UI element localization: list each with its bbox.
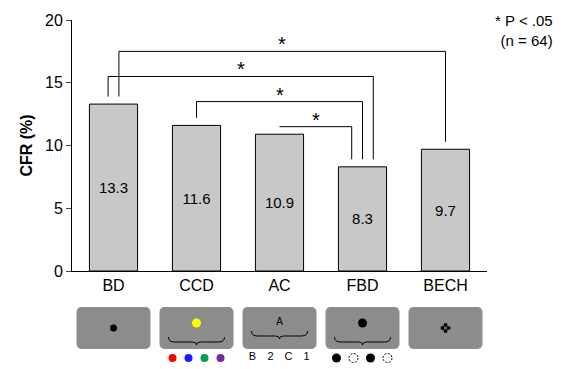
svg-text:9.7: 9.7 [435, 202, 456, 219]
svg-text:B: B [249, 350, 256, 362]
svg-text:A: A [276, 316, 283, 327]
svg-text:10: 10 [45, 137, 63, 154]
svg-text:*: * [276, 84, 284, 106]
svg-text:CCD: CCD [179, 277, 214, 294]
svg-text:8.3: 8.3 [352, 210, 373, 227]
svg-text:CFR (%): CFR (%) [18, 114, 35, 176]
svg-text:0: 0 [54, 263, 63, 280]
svg-text:2: 2 [267, 350, 273, 362]
svg-text:11.6: 11.6 [182, 190, 210, 207]
svg-text:*: * [312, 109, 320, 131]
svg-text:*: * [278, 33, 286, 55]
svg-text:13.3: 13.3 [99, 179, 128, 196]
svg-text:1: 1 [303, 350, 309, 362]
svg-text:C: C [285, 350, 293, 362]
svg-text:15: 15 [45, 74, 63, 91]
svg-text:10.9: 10.9 [265, 194, 294, 211]
svg-text:AC: AC [268, 277, 290, 294]
svg-text:BD: BD [102, 277, 124, 294]
svg-text:5: 5 [54, 200, 63, 217]
svg-text:*: * [237, 58, 245, 80]
svg-text:FBD: FBD [347, 277, 379, 294]
svg-text:20: 20 [45, 12, 63, 29]
svg-text:* P < .05(n = 64): * P < .05(n = 64) [495, 12, 553, 49]
svg-text:BECH: BECH [423, 277, 467, 294]
